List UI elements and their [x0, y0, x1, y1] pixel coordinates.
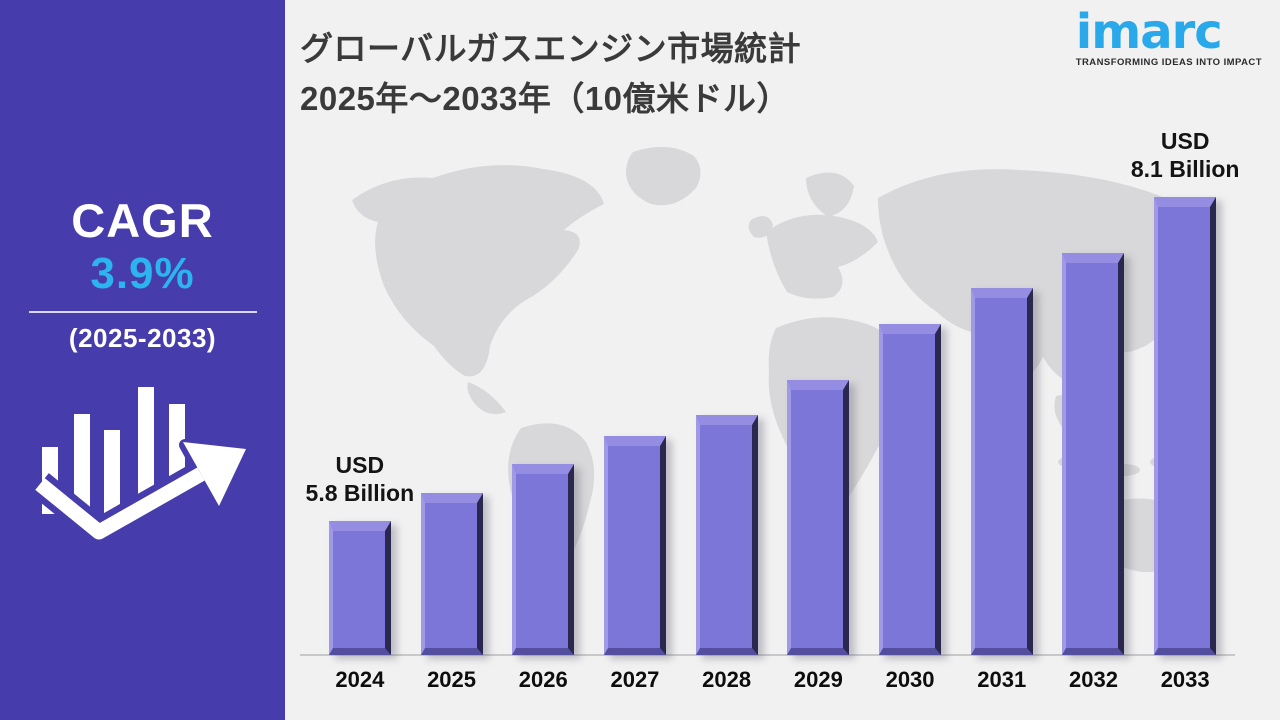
x-tick-2033: 2033: [1160, 667, 1210, 692]
x-tick-2027: 2027: [610, 667, 660, 692]
cagr-label: CAGR: [71, 194, 214, 247]
growth-trend-icon: [32, 387, 249, 547]
value-label-currency: USD: [1160, 127, 1210, 154]
x-tick-2032: 2032: [1068, 667, 1118, 692]
x-tick-2029: 2029: [793, 667, 843, 692]
bar-2026: [512, 464, 575, 655]
x-tick-2024: 2024: [335, 667, 385, 692]
bar-column-2026: 2026: [497, 140, 589, 692]
value-label-amount: 5.8 Billion: [305, 479, 415, 506]
imarc-logo: imarc TRANSFORMING IDEAS INTO IMPACT: [1076, 8, 1262, 68]
x-tick-2026: 2026: [518, 667, 568, 692]
bar-2024: [328, 521, 391, 655]
chart-title: グローバルガスエンジン市場統計 2025年〜2033年（10億米ドル）: [300, 24, 801, 123]
divider: [28, 311, 257, 314]
bar-2030: [879, 324, 942, 655]
x-tick-2030: 2030: [885, 667, 935, 692]
bar-column-2024: USD 5.8 Billion 2024: [306, 140, 415, 692]
bar-2029: [787, 380, 850, 655]
bar-column-2033: USD 8.1 Billion 2033: [1131, 128, 1240, 692]
bar-column-2028: 2028: [681, 140, 773, 692]
cagr-value: 3.9%: [90, 249, 195, 299]
imarc-logo-tagline: TRANSFORMING IDEAS INTO IMPACT: [1075, 57, 1262, 68]
imarc-logo-text: imarc: [1075, 4, 1223, 60]
bar-2027: [603, 436, 666, 655]
x-tick-2031: 2031: [977, 667, 1027, 692]
x-tick-2028: 2028: [702, 667, 752, 692]
bar-column-2029: 2029: [773, 140, 865, 692]
bar-chart: USD 5.8 Billion 2024 2025 2026 2027 2028 2029 20…: [300, 128, 1240, 692]
bar-2033: [1154, 197, 1217, 655]
bar-column-2032: 2032: [1048, 140, 1140, 692]
bar-column-2025: 2025: [406, 140, 498, 692]
bar-2032: [1062, 253, 1125, 655]
bar-column-2027: 2027: [589, 140, 681, 692]
chart-title-line1: グローバルガスエンジン市場統計: [300, 30, 802, 67]
bar-column-2030: 2030: [864, 140, 956, 692]
value-label-currency: USD: [335, 451, 385, 478]
value-label-2024: USD 5.8 Billion: [306, 451, 415, 507]
bar-column-2031: 2031: [956, 140, 1048, 692]
x-tick-2025: 2025: [427, 667, 477, 692]
chart-title-line2: 2025年〜2033年（10億米ドル）: [300, 79, 791, 117]
cagr-period: (2025-2033): [68, 323, 217, 354]
bar-2025: [420, 493, 483, 655]
bar-2028: [695, 415, 758, 655]
cagr-sidebar: CAGR 3.9% (2025-2033): [0, 0, 285, 720]
value-label-amount: 8.1 Billion: [1130, 155, 1240, 182]
bar-2031: [970, 288, 1033, 655]
value-label-2033: USD 8.1 Billion: [1131, 127, 1240, 183]
